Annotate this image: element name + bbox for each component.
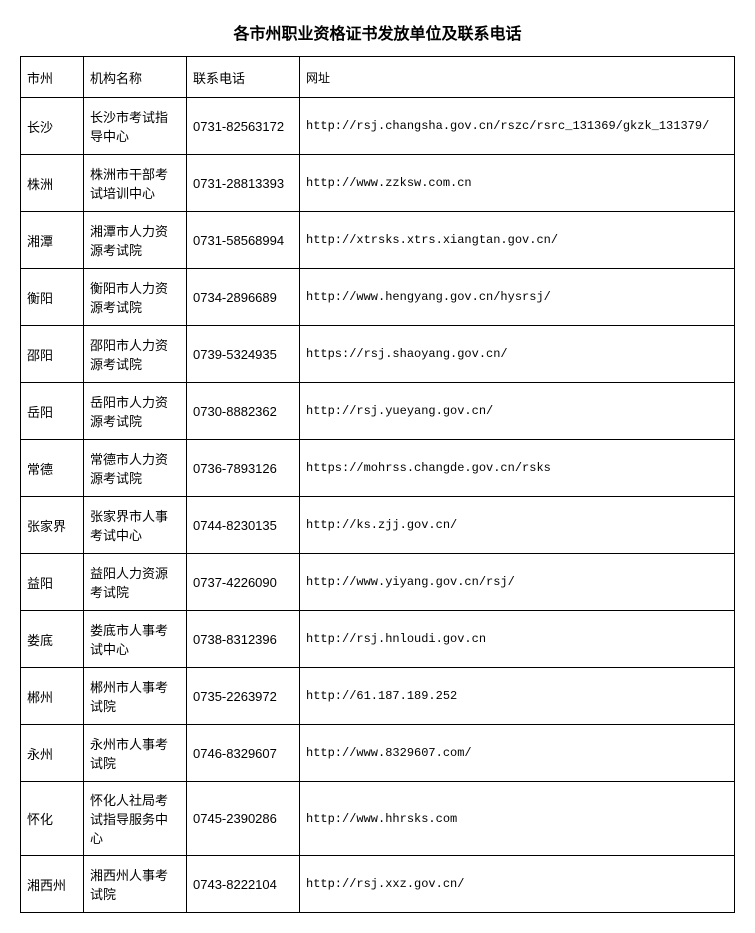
cell-org: 衡阳市人力资源考试院 [84,269,187,326]
cell-phone: 0730-8882362 [187,383,300,440]
cell-phone: 0746-8329607 [187,725,300,782]
table-row: 张家界张家界市人事考试中心0744-8230135http://ks.zjj.g… [21,497,735,554]
cell-phone: 0739-5324935 [187,326,300,383]
table-header-row: 市州 机构名称 联系电话 网址 [21,57,735,98]
table-row: 郴州郴州市人事考试院0735-2263972http://61.187.189.… [21,668,735,725]
table-row: 湘潭湘潭市人力资源考试院0731-58568994http://xtrsks.x… [21,212,735,269]
cell-phone: 0738-8312396 [187,611,300,668]
cell-org: 长沙市考试指导中心 [84,98,187,155]
header-url: 网址 [300,57,735,98]
cell-city: 郴州 [21,668,84,725]
cell-city: 湘潭 [21,212,84,269]
cell-org: 郴州市人事考试院 [84,668,187,725]
cell-url: http://www.yiyang.gov.cn/rsj/ [300,554,735,611]
table-row: 衡阳衡阳市人力资源考试院0734-2896689http://www.hengy… [21,269,735,326]
page-title: 各市州职业资格证书发放单位及联系电话 [20,20,735,44]
table-row: 株洲株洲市干部考试培训中心0731-28813393http://www.zzk… [21,155,735,212]
cell-org: 张家界市人事考试中心 [84,497,187,554]
cell-url: https://mohrss.changde.gov.cn/rsks [300,440,735,497]
cell-url: http://rsj.changsha.gov.cn/rszc/rsrc_131… [300,98,735,155]
cell-org: 湘潭市人力资源考试院 [84,212,187,269]
cell-org: 株洲市干部考试培训中心 [84,155,187,212]
cell-city: 张家界 [21,497,84,554]
cell-city: 衡阳 [21,269,84,326]
cell-city: 长沙 [21,98,84,155]
cell-url: http://www.hengyang.gov.cn/hysrsj/ [300,269,735,326]
cell-url: http://xtrsks.xtrs.xiangtan.gov.cn/ [300,212,735,269]
table-row: 岳阳岳阳市人力资源考试院0730-8882362http://rsj.yueya… [21,383,735,440]
cell-phone: 0743-8222104 [187,856,300,913]
table-row: 湘西州湘西州人事考试院0743-8222104http://rsj.xxz.go… [21,856,735,913]
cell-phone: 0745-2390286 [187,782,300,856]
table-row: 益阳益阳人力资源考试院0737-4226090 http://www.yiyan… [21,554,735,611]
cell-city: 娄底 [21,611,84,668]
cell-phone: 0744-8230135 [187,497,300,554]
cell-url: http://rsj.hnloudi.gov.cn [300,611,735,668]
table-row: 长沙长沙市考试指导中心 0731-82563172http://rsj.chan… [21,98,735,155]
cell-city: 岳阳 [21,383,84,440]
header-city: 市州 [21,57,84,98]
cell-org: 永州市人事考试院 [84,725,187,782]
cell-phone: 0731-82563172 [187,98,300,155]
cell-phone: 0731-58568994 [187,212,300,269]
table-row: 永州永州市人事考试院0746-8329607http://www.8329607… [21,725,735,782]
cell-url: http://www.hhrsks.com [300,782,735,856]
table-row: 邵阳邵阳市人力资源考试院0739-5324935https://rsj.shao… [21,326,735,383]
cell-city: 株洲 [21,155,84,212]
cell-org: 怀化人社局考试指导服务中心 [84,782,187,856]
cell-phone: 0737-4226090 [187,554,300,611]
cell-phone: 0735-2263972 [187,668,300,725]
cell-url: http://www.zzksw.com.cn [300,155,735,212]
header-phone: 联系电话 [187,57,300,98]
cell-org: 常德市人力资源考试院 [84,440,187,497]
cell-url: http://rsj.yueyang.gov.cn/ [300,383,735,440]
cell-phone: 0731-28813393 [187,155,300,212]
header-org: 机构名称 [84,57,187,98]
cell-url: http://rsj.xxz.gov.cn/ [300,856,735,913]
cell-url: http://ks.zjj.gov.cn/ [300,497,735,554]
cell-city: 湘西州 [21,856,84,913]
cell-city: 永州 [21,725,84,782]
cell-url: http://www.8329607.com/ [300,725,735,782]
cell-city: 益阳 [21,554,84,611]
cell-city: 常德 [21,440,84,497]
cell-org: 益阳人力资源考试院 [84,554,187,611]
cell-phone: 0736-7893126 [187,440,300,497]
table-row: 娄底娄底市人事考试中心0738-8312396http://rsj.hnloud… [21,611,735,668]
cell-org: 岳阳市人力资源考试院 [84,383,187,440]
cell-url: http://61.187.189.252 [300,668,735,725]
cell-url: https://rsj.shaoyang.gov.cn/ [300,326,735,383]
cell-city: 邵阳 [21,326,84,383]
cell-org: 湘西州人事考试院 [84,856,187,913]
cell-org: 娄底市人事考试中心 [84,611,187,668]
cell-city: 怀化 [21,782,84,856]
table-row: 怀化怀化人社局考试指导服务中心0745-2390286http://www.hh… [21,782,735,856]
cell-phone: 0734-2896689 [187,269,300,326]
table-row: 常德常德市人力资源考试院0736-7893126https://mohrss.c… [21,440,735,497]
contact-table: 市州 机构名称 联系电话 网址 长沙长沙市考试指导中心 0731-8256317… [20,56,735,913]
document-container: 各市州职业资格证书发放单位及联系电话 市州 机构名称 联系电话 网址 长沙长沙市… [20,20,735,913]
cell-org: 邵阳市人力资源考试院 [84,326,187,383]
